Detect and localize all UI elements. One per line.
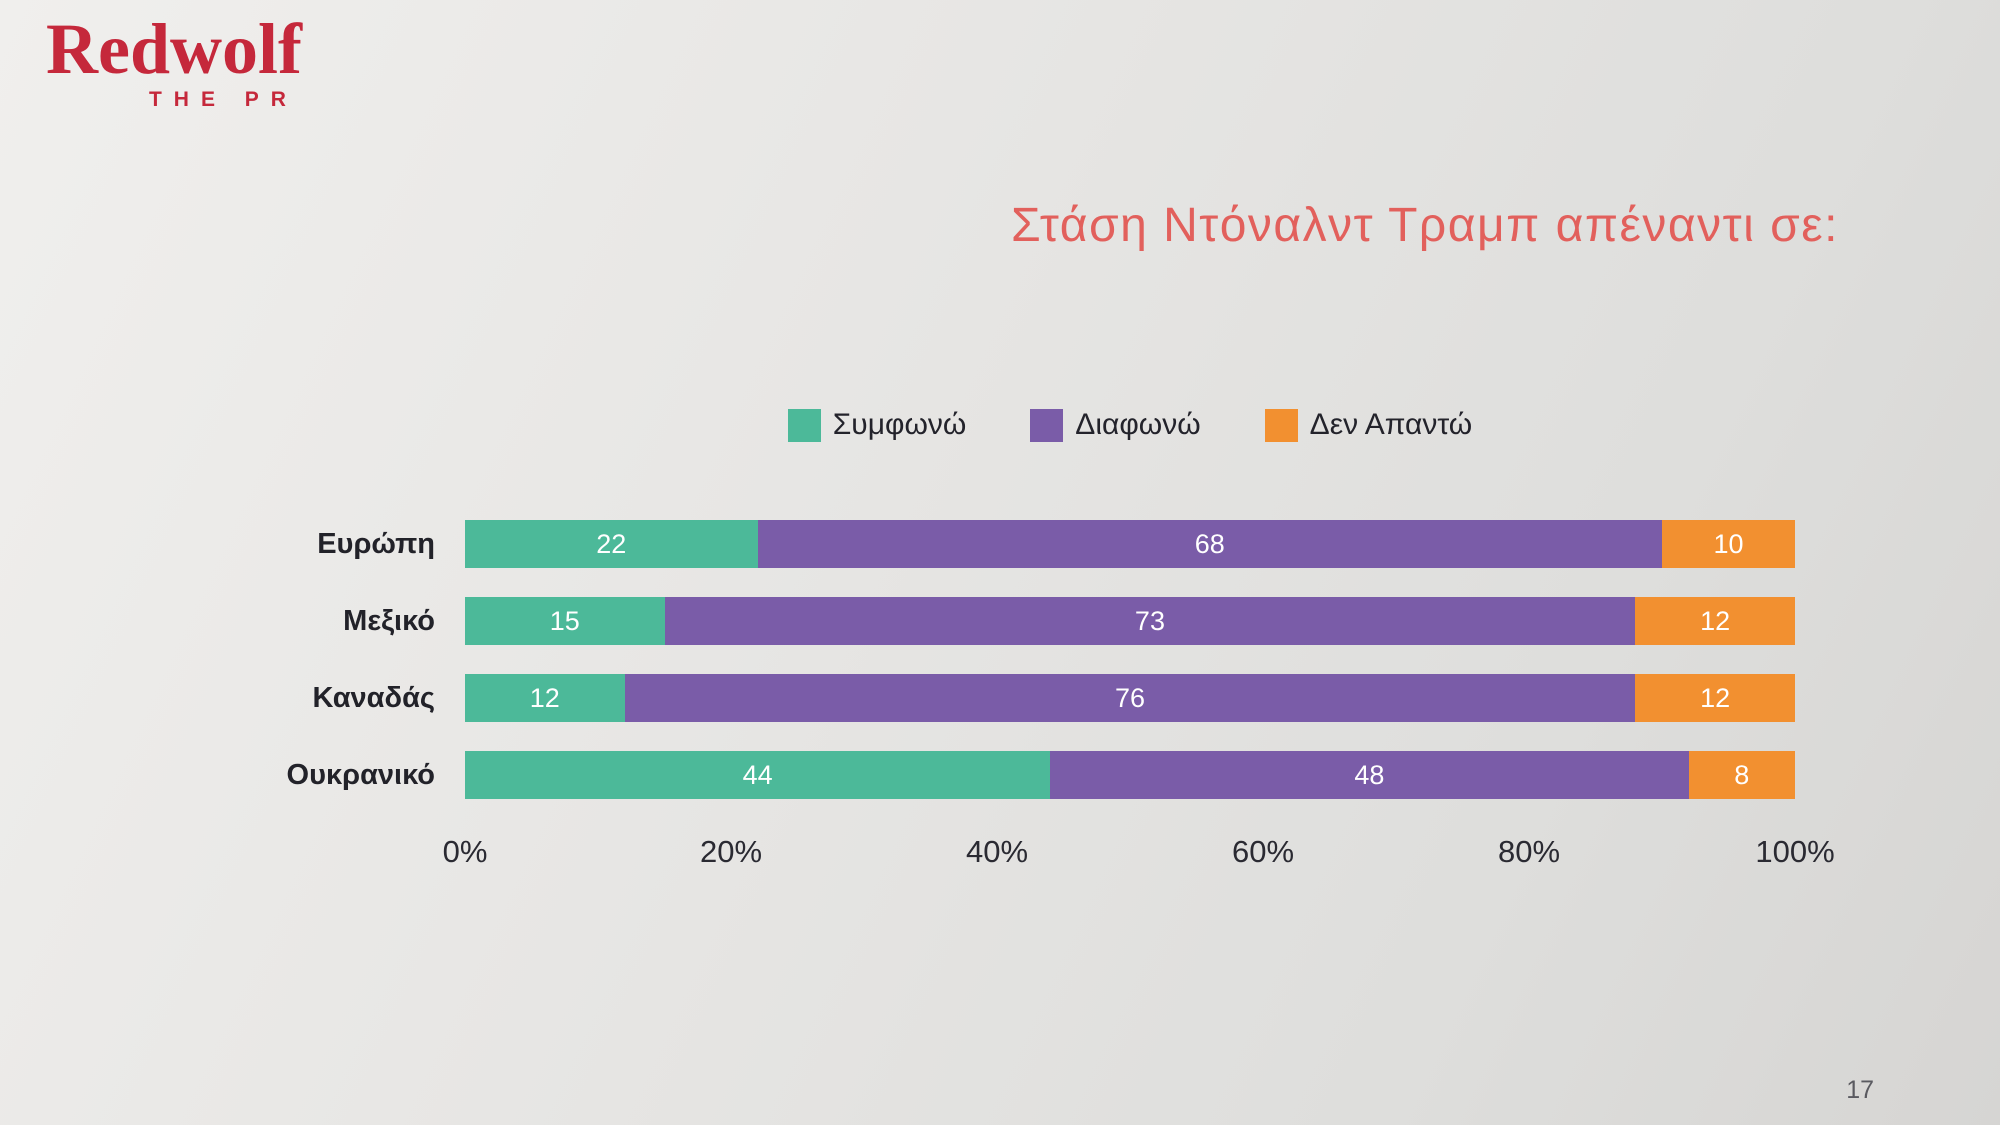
x-tick-label: 60% <box>1231 834 1295 869</box>
bar-segment: 8 <box>1688 751 1795 799</box>
bar-segment: 22 <box>465 520 758 568</box>
logo: Redwolf THE PR <box>46 9 302 112</box>
slide-title: Στάση Ντόναλντ Τραμπ απέναντι σε: <box>1011 199 1839 252</box>
x-tick-label: 100% <box>1755 834 1835 869</box>
legend-swatch <box>787 408 821 442</box>
chart-row: Ουκρανικό 44 48 8 <box>240 751 1795 799</box>
x-tick-label: 20% <box>699 834 763 869</box>
bar-value: 76 <box>1114 682 1146 713</box>
bar-value: 12 <box>1700 605 1731 636</box>
category-label: Ευρώπη <box>317 527 435 560</box>
legend-swatch <box>1264 408 1298 442</box>
bar-value: 12 <box>1700 682 1731 713</box>
chart-rows: Ευρώπη 22 68 10 Μεξικό 15 73 12 Καναδάς 12 76 12 Ουκ… <box>240 520 1795 799</box>
stacked-bar: 15 73 12 <box>465 597 1795 645</box>
legend-label: Συμφωνώ <box>832 408 967 441</box>
legend-item-1: Συμφωνώ <box>787 408 967 442</box>
bar-segment: 12 <box>1635 597 1795 645</box>
bar-segment: 73 <box>664 597 1636 645</box>
bar-value: 12 <box>529 682 560 713</box>
logo-brand: Redwolf <box>46 9 302 89</box>
logo-subtitle: THE PR <box>148 87 298 111</box>
legend-label: Διαφωνώ <box>1075 408 1201 441</box>
chart-row: Ευρώπη 22 68 10 <box>240 520 1795 568</box>
bar-segment: 15 <box>465 597 665 645</box>
bar-value: 10 <box>1713 528 1744 559</box>
x-axis-track: 0% 20% 40% 60% 80% 100% <box>443 828 1835 874</box>
bar-value: 22 <box>596 528 627 559</box>
bar-segment: 48 <box>1050 751 1689 799</box>
x-tick-label: 80% <box>1497 834 1561 869</box>
x-axis: 0% 20% 40% 60% 80% 100% <box>240 828 1835 874</box>
bar-value: 48 <box>1354 759 1385 790</box>
legend-label: Δεν Απαντώ <box>1309 408 1473 441</box>
stacked-bar: 44 48 8 <box>465 751 1795 799</box>
bar-segment: 68 <box>757 520 1662 568</box>
legend-swatch <box>1030 408 1064 442</box>
bar-value: 73 <box>1134 605 1165 636</box>
chart-legend: Συμφωνώ Διαφωνώ Δεν Απαντώ <box>465 408 1795 442</box>
stacked-bar: 12 76 12 <box>465 674 1795 722</box>
bar-value: 68 <box>1194 528 1225 559</box>
legend-item-3: Δεν Απαντώ <box>1264 408 1473 442</box>
stacked-bar: 22 68 10 <box>465 520 1795 568</box>
x-axis-spacer <box>240 828 465 874</box>
bar-segment: 12 <box>1635 674 1795 722</box>
category-label: Καναδάς <box>312 681 435 714</box>
category-label: Μεξικό <box>343 604 435 637</box>
bar-segment: 10 <box>1661 520 1795 568</box>
legend-item-2: Διαφωνώ <box>1030 408 1201 442</box>
x-tick-label: 0% <box>442 834 488 869</box>
bar-segment: 76 <box>624 674 1636 722</box>
category-label: Ουκρανικό <box>286 758 435 791</box>
stacked-bar-chart: Ευρώπη 22 68 10 Μεξικό 15 73 12 Καναδάς 12 76 12 Ουκ… <box>240 520 1835 874</box>
chart-row: Μεξικό 15 73 12 <box>240 597 1795 645</box>
bar-value: 44 <box>742 759 773 790</box>
bar-segment: 44 <box>465 751 1051 799</box>
bar-segment: 12 <box>465 674 625 722</box>
bar-value: 15 <box>549 605 580 636</box>
bar-value: 8 <box>1734 759 1750 790</box>
page-number: 17 <box>1846 1076 1874 1104</box>
x-tick-label: 40% <box>965 834 1029 869</box>
chart-row: Καναδάς 12 76 12 <box>240 674 1795 722</box>
